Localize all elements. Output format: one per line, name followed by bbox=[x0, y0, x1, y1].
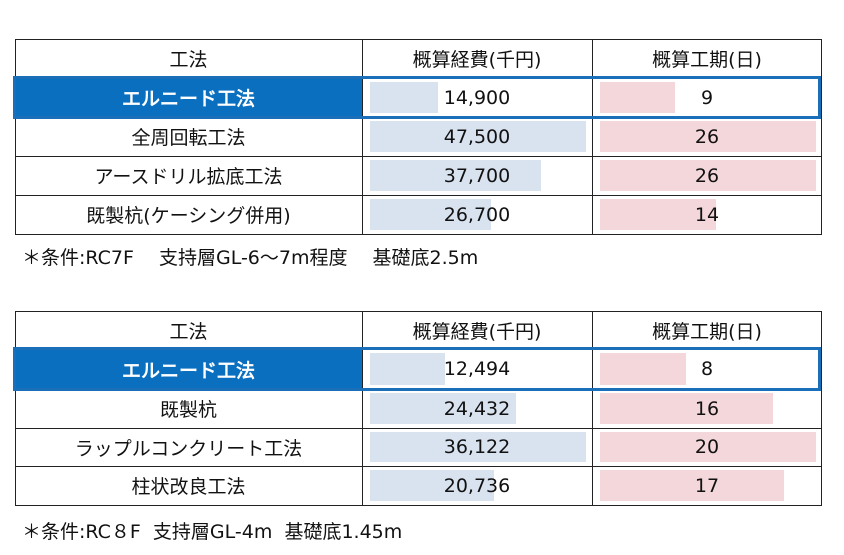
table-row: アースドリル拡底工法 37,700 26 bbox=[15, 156, 822, 195]
table-row: 柱状改良工法 20,736 17 bbox=[15, 466, 822, 505]
method-name: エルニード工法 bbox=[15, 349, 362, 389]
conditions-note-1: ＊条件:RC7F 支持層GL-6～7m程度 基礎底2.5m bbox=[22, 247, 479, 269]
table-row: 既製杭 24,432 16 bbox=[15, 389, 822, 428]
duration-cell: 17 bbox=[592, 466, 822, 505]
duration-cell: 14 bbox=[592, 195, 822, 234]
header-cost: 概算経費(千円) bbox=[412, 49, 542, 71]
duration-value: 8 bbox=[700, 358, 714, 380]
table-border-line bbox=[592, 39, 593, 234]
table-row: ラップルコンクリート工法 36,122 20 bbox=[15, 428, 822, 466]
table-border-line bbox=[15, 39, 16, 234]
cost-value: 37,700 bbox=[443, 164, 511, 187]
cost-value: 20,736 bbox=[443, 474, 511, 497]
duration-cell: 26 bbox=[592, 117, 822, 156]
cost-cell: 36,122 bbox=[362, 428, 592, 466]
duration-value: 9 bbox=[700, 86, 714, 109]
conditions-note-2: ＊条件:RC８F 支持層GL-4m 基礎底1.45m bbox=[22, 521, 403, 543]
table-border-line bbox=[15, 466, 822, 467]
table-border-line bbox=[15, 311, 16, 505]
duration-bar bbox=[600, 160, 816, 191]
cost-cell: 14,900 bbox=[362, 78, 592, 117]
table-border-line bbox=[15, 195, 822, 196]
method-name: ラップルコンクリート工法 bbox=[74, 437, 303, 460]
header-duration: 概算工期(日) bbox=[652, 320, 762, 343]
duration-cell: 8 bbox=[592, 349, 822, 389]
cost-value: 26,700 bbox=[443, 203, 511, 226]
cost-bar bbox=[370, 82, 438, 113]
header-method: 工法 bbox=[169, 320, 208, 343]
duration-bar bbox=[600, 353, 686, 385]
table-border-line bbox=[821, 311, 822, 505]
table-row: 全周回転工法 47,500 26 bbox=[15, 117, 822, 156]
table-border-line bbox=[15, 234, 822, 235]
table-border-line bbox=[15, 505, 822, 506]
cost-comparison-table-2: 工法 概算経費(千円) 概算工期(日) エルニード工法 12,494 8 既製杭… bbox=[13, 311, 822, 506]
method-name: 既製杭 bbox=[159, 399, 217, 421]
duration-value: 20 bbox=[694, 436, 720, 458]
duration-value: 26 bbox=[694, 125, 720, 148]
table-border-line bbox=[15, 428, 822, 429]
table-header-row: 工法 概算経費(千円) 概算工期(日) bbox=[15, 311, 822, 349]
duration-cell: 20 bbox=[592, 428, 822, 466]
duration-value: 26 bbox=[694, 164, 720, 187]
duration-bar bbox=[600, 199, 716, 230]
duration-cell: 26 bbox=[592, 156, 822, 195]
cost-bar bbox=[370, 121, 586, 152]
cost-bar bbox=[370, 160, 541, 191]
header-cost: 概算経費(千円) bbox=[412, 320, 542, 343]
cost-cell: 20,736 bbox=[362, 466, 592, 505]
method-name: 既製杭(ケーシング併用) bbox=[86, 205, 291, 227]
header-method: 工法 bbox=[169, 49, 208, 71]
cost-cell: 37,700 bbox=[362, 156, 592, 195]
duration-cell: 9 bbox=[592, 78, 822, 117]
table-border-line bbox=[15, 156, 822, 157]
cost-bar bbox=[370, 393, 516, 424]
cost-bar bbox=[370, 432, 586, 462]
duration-value: 16 bbox=[694, 397, 720, 420]
table-row: エルニード工法 14,900 9 bbox=[15, 78, 822, 117]
table-header-row: 工法 概算経費(千円) 概算工期(日) bbox=[15, 39, 822, 78]
duration-bar bbox=[600, 470, 784, 501]
table-row: エルニード工法 12,494 8 bbox=[15, 349, 822, 389]
method-name: 柱状改良工法 bbox=[131, 476, 246, 498]
table-border-line bbox=[592, 311, 593, 505]
cost-value: 12,494 bbox=[443, 358, 511, 380]
cost-bar bbox=[370, 470, 494, 501]
table-border-line bbox=[15, 39, 822, 40]
duration-bar bbox=[600, 393, 773, 424]
cost-cell: 47,500 bbox=[362, 117, 592, 156]
cost-value: 24,432 bbox=[443, 397, 511, 420]
table-border-line bbox=[15, 311, 822, 312]
table-border-line bbox=[362, 39, 363, 234]
duration-value: 17 bbox=[694, 474, 720, 497]
duration-value: 14 bbox=[694, 203, 720, 226]
method-name: エルニード工法 bbox=[15, 78, 362, 117]
table-border-line bbox=[821, 39, 822, 234]
method-name: アースドリル拡底工法 bbox=[94, 166, 283, 188]
table-border-line bbox=[15, 78, 822, 79]
cost-bar bbox=[370, 353, 445, 385]
method-name: 全周回転工法 bbox=[131, 127, 246, 149]
table-row: 既製杭(ケーシング併用) 26,700 14 bbox=[15, 195, 822, 234]
cost-cell: 24,432 bbox=[362, 389, 592, 428]
cost-cell: 26,700 bbox=[362, 195, 592, 234]
duration-cell: 16 bbox=[592, 389, 822, 428]
cost-cell: 12,494 bbox=[362, 349, 592, 389]
duration-bar bbox=[600, 82, 675, 113]
cost-value: 47,500 bbox=[443, 125, 511, 148]
duration-bar bbox=[600, 432, 816, 462]
cost-bar bbox=[370, 199, 491, 230]
table-border-line bbox=[362, 311, 363, 505]
cost-value: 14,900 bbox=[443, 86, 511, 109]
cost-comparison-table-1: 工法 概算経費(千円) 概算工期(日) エルニード工法 14,900 9 全周回… bbox=[13, 39, 822, 235]
table-border-line bbox=[15, 349, 822, 350]
cost-value: 36,122 bbox=[443, 436, 511, 458]
header-duration: 概算工期(日) bbox=[652, 49, 762, 71]
duration-bar bbox=[600, 121, 816, 152]
